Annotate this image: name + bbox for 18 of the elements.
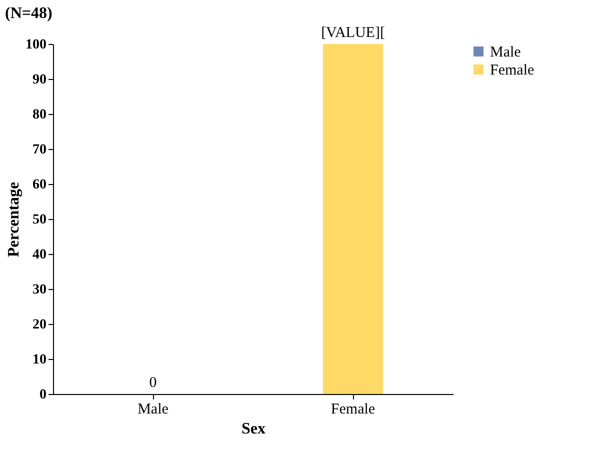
- y-tick-label: 10: [32, 352, 46, 368]
- y-tick-label: 60: [32, 178, 46, 192]
- y-tick-label: 50: [32, 212, 46, 228]
- y-tick-label: 0: [40, 388, 46, 402]
- y-tick-label: 70: [32, 142, 46, 158]
- y-tick-label: 20: [32, 318, 46, 332]
- x-axis-title: Sex: [242, 420, 266, 438]
- text: [VALUE][: [321, 25, 385, 41]
- text: 0: [149, 375, 157, 391]
- y-tick-label: 30: [32, 282, 46, 298]
- y-tick-label: 100: [26, 38, 46, 52]
- y-axis-title: Percentage: [6, 182, 22, 258]
- legend-label: Female: [490, 62, 534, 78]
- y-tick-label: 90: [32, 72, 46, 88]
- y-tick-label: 80: [32, 108, 46, 122]
- chart-title: (N=48): [5, 5, 52, 22]
- legend-label: Male: [490, 44, 522, 60]
- y-tick-label: 40: [32, 248, 46, 262]
